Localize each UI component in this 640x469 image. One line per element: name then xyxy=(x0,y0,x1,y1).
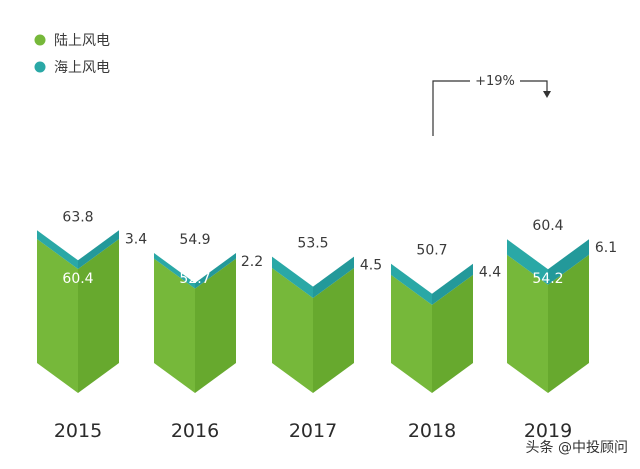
bar-offshore-left-2015 xyxy=(37,230,78,269)
x-tick-label-2015: 2015 xyxy=(54,420,102,442)
total-label-2015: 63.8 xyxy=(62,209,93,225)
legend-label-onshore: 陆上风电 xyxy=(54,33,110,49)
onshore-label-2015: 60.4 xyxy=(62,271,93,287)
bar-offshore-right-2017 xyxy=(313,256,354,299)
onshore-label-2016: 52.7 xyxy=(179,271,210,287)
bar-offshore-right-2016 xyxy=(195,253,236,289)
bar-offshore-right-2018 xyxy=(432,263,473,305)
x-tick-label-2017: 2017 xyxy=(289,420,337,442)
x-tick-label-2016: 2016 xyxy=(171,420,219,442)
bar-onshore-left-2017 xyxy=(272,268,313,393)
bar-onshore-right-2015 xyxy=(78,238,119,393)
legend-swatch-onshore xyxy=(34,34,46,46)
bar-offshore-left-2017 xyxy=(272,256,313,299)
bar-onshore-left-2019 xyxy=(507,254,548,393)
legend-label-offshore: 海上风电 xyxy=(54,60,110,76)
bar-onshore-left-2018 xyxy=(391,274,432,393)
bar-offshore-left-2019 xyxy=(507,239,548,285)
bar-onshore-right-2017 xyxy=(313,268,354,393)
bar-offshore-left-2016 xyxy=(154,253,195,289)
legend-swatch-offshore xyxy=(34,61,46,73)
bar-onshore-right-2016 xyxy=(195,258,236,393)
growth-label-bg xyxy=(470,71,520,89)
bars-layer: 63.8 3.4 60.4 2015 54.9 2.2 52.7 2016 53.5 4.5 49 2… xyxy=(37,209,617,442)
onshore-label-2017: 49 xyxy=(304,271,322,287)
offshore-label-2016: 2.2 xyxy=(241,254,263,270)
offshore-label-2019: 6.1 xyxy=(595,240,617,256)
offshore-label-2018: 4.4 xyxy=(479,265,501,281)
x-tick-label-2018: 2018 xyxy=(408,420,456,442)
growth-arrow-line xyxy=(432,80,548,136)
legend: 陆上风电 海上风电 xyxy=(34,33,110,76)
growth-arrow-head xyxy=(543,91,551,98)
total-label-2018: 50.7 xyxy=(416,243,447,259)
bar-onshore-right-2018 xyxy=(432,274,473,393)
bar-offshore-right-2015 xyxy=(78,230,119,269)
total-label-2017: 53.5 xyxy=(297,236,328,252)
bar-onshore-right-2019 xyxy=(548,254,589,393)
bar-onshore-left-2016 xyxy=(154,258,195,393)
watermark-text: 头条 @中投顾问 xyxy=(526,439,628,456)
offshore-label-2017: 4.5 xyxy=(360,258,382,274)
onshore-label-2019: 54.2 xyxy=(532,271,563,287)
offshore-label-2015: 3.4 xyxy=(125,231,147,247)
bar-offshore-right-2019 xyxy=(548,239,589,285)
bar-offshore-left-2018 xyxy=(391,263,432,305)
bar-onshore-left-2015 xyxy=(37,238,78,393)
onshore-label-2018: 46.3 xyxy=(416,271,447,287)
x-tick-label-2019: 2019 xyxy=(524,420,572,442)
growth-annotation: +19% xyxy=(432,71,551,136)
total-label-2019: 60.4 xyxy=(532,218,563,234)
growth-label: +19% xyxy=(475,74,515,89)
total-label-2016: 54.9 xyxy=(179,232,210,248)
